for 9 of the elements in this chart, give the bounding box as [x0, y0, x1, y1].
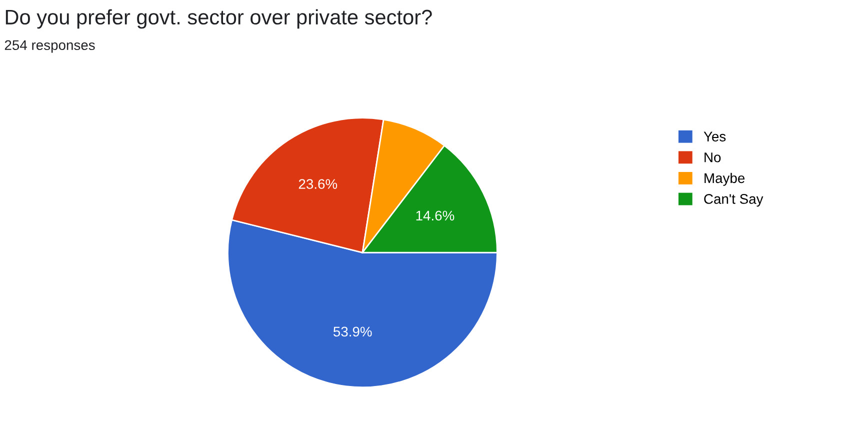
data-label: 23.6%	[298, 179, 338, 189]
legend-label: Maybe	[704, 172, 745, 186]
text: 254 responses	[4, 40, 95, 53]
legend-label: No	[704, 152, 721, 162]
legend-label: Yes	[704, 132, 726, 142]
data-label: 53.9%	[333, 326, 372, 337]
legend-label: Can't Say	[704, 194, 764, 207]
chart-title: Do you prefer govt. sector over private sector?	[6, 9, 432, 29]
data-label: 14.6%	[416, 210, 454, 221]
